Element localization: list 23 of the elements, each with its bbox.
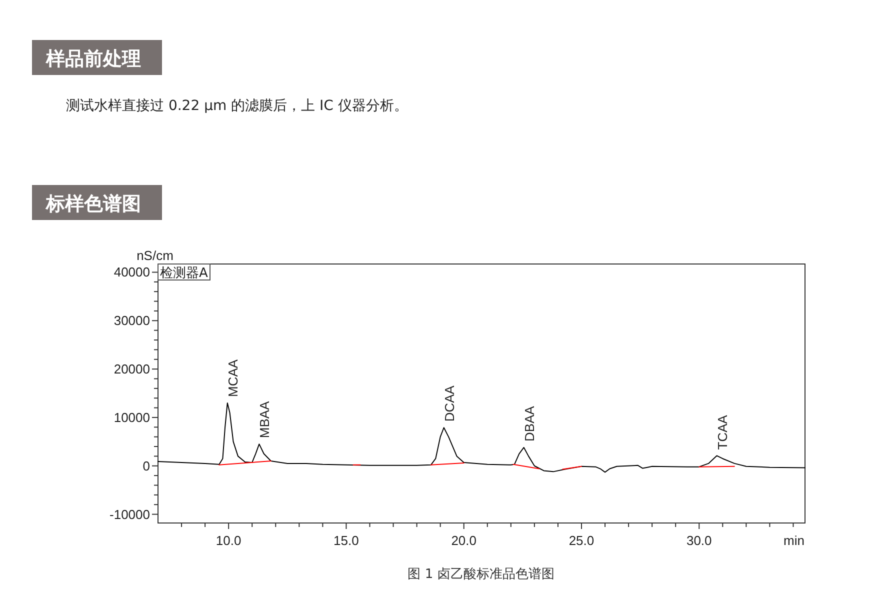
y-tick-label: 0 [142, 458, 150, 474]
y-axis-title: nS/cm [136, 248, 174, 263]
chart-title: 标样色谱图 [45, 193, 141, 215]
y-tick-label: 20000 [114, 362, 150, 377]
annotation: DBAA [522, 406, 537, 442]
x-tick-label: 15.0 [334, 533, 359, 548]
text: 样品前处理 [45, 48, 141, 70]
annotation: DCAA [442, 385, 457, 422]
x-tick-label: 10.0 [216, 533, 242, 548]
text: 测试水样直接过 0.22 µm 的滤膜后，上 IC 仪器分析。 [66, 98, 408, 114]
annotation: MCAA [225, 359, 240, 397]
x-tick-label: 30.0 [686, 533, 712, 548]
y-tick-label: 30000 [114, 313, 150, 328]
caption: 图 1 卤乙酸标准品色谱图 [408, 567, 554, 582]
x-tick-label: 25.0 [568, 533, 594, 548]
y-tick-label: 40000 [114, 264, 150, 280]
y-tick-label: 10000 [114, 410, 150, 425]
y-tick-label: -10000 [110, 506, 150, 522]
annotation: TCAA [714, 414, 730, 450]
x-axis-title: min [784, 533, 804, 548]
x-tick-label: 20.0 [451, 533, 477, 548]
annotation: MBAA [257, 400, 272, 438]
annotation: 检测器A [160, 266, 208, 281]
